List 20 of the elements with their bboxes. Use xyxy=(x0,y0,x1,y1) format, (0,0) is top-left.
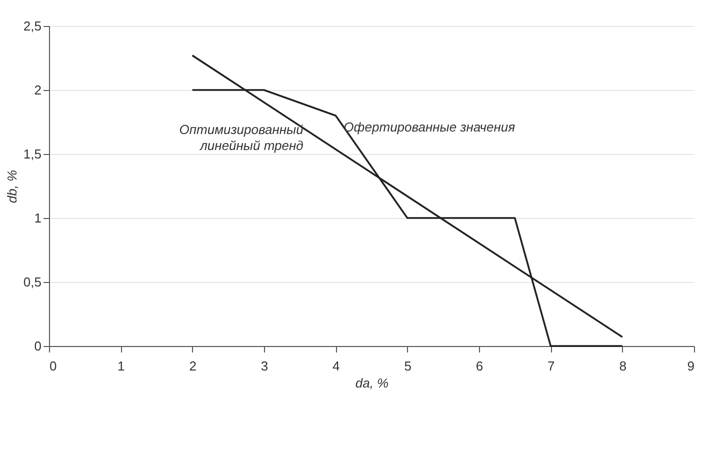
x-tick-label: 6 xyxy=(476,358,484,374)
x-tick-label: 7 xyxy=(548,358,555,374)
y-tick-label: 1,5 xyxy=(23,146,42,162)
x-tick-label: 5 xyxy=(404,358,412,374)
y-axis-title: db, % xyxy=(4,170,20,204)
y-tick-label: 0 xyxy=(34,338,42,354)
y-tick-label: 2 xyxy=(34,82,42,98)
x-axis-title: da, % xyxy=(355,376,389,390)
y-tick-label: 2,5 xyxy=(23,18,42,34)
x-tick-label: 9 xyxy=(687,358,694,374)
x-tick-label: 3 xyxy=(260,358,268,374)
series-label: Оптимизированный линейный тренд xyxy=(179,122,304,153)
x-tick-label: 4 xyxy=(332,358,340,374)
x-tick-label: 8 xyxy=(619,358,626,374)
series-label: Офертированные значения xyxy=(344,120,516,135)
y-tick-label: 0,5 xyxy=(23,274,42,290)
x-tick-label: 0 xyxy=(50,358,57,374)
y-tick-label: 1 xyxy=(34,210,42,226)
x-tick-label: 1 xyxy=(118,358,125,374)
x-tick-label: 2 xyxy=(189,358,196,374)
